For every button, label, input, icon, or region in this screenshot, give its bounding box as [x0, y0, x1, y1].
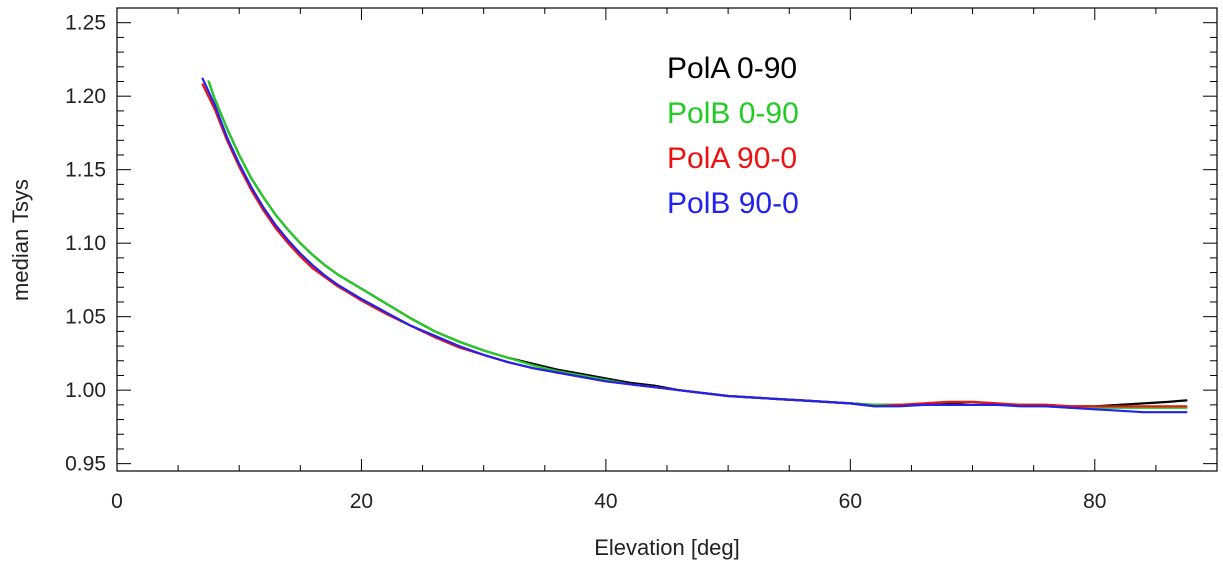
- y-tick-label: 1.10: [65, 232, 106, 255]
- series-line-1: [207, 80, 1188, 408]
- y-tick-label: 1.20: [65, 85, 106, 108]
- legend-entry-4: PolB 90-0: [667, 187, 799, 220]
- y-tick-label: 1.25: [65, 12, 106, 35]
- x-tick-label: 20: [350, 490, 373, 513]
- y-tick-label: 1.00: [65, 379, 106, 402]
- legend-entry-1: PolA 0-90: [667, 52, 797, 85]
- series-line-4: [201, 77, 1188, 414]
- y-tick-label: 1.05: [65, 306, 106, 329]
- x-tick-label: 80: [1083, 490, 1106, 513]
- series-line-3: [201, 83, 1188, 408]
- legend: PolA 0-90 PolB 0-90 PolA 90-0 PolB 90-0: [667, 52, 799, 220]
- legend-entry-2: PolB 0-90: [667, 97, 799, 130]
- x-axis-title: Elevation [deg]: [594, 535, 740, 560]
- x-axis: 0 20 40 60 80: [111, 8, 1218, 513]
- y-tick-label: 1.15: [65, 159, 106, 182]
- series-lines: [201, 77, 1188, 414]
- y-axis-title: median Tsys: [8, 179, 33, 301]
- legend-entry-3: PolA 90-0: [667, 142, 797, 175]
- y-axis: 0.95 1.00 1.05 1.10 1.15 1.20 1.25: [65, 12, 1217, 476]
- series-line-2: [207, 80, 1188, 409]
- x-tick-label: 40: [594, 490, 617, 513]
- y-tick-label: 0.95: [65, 453, 106, 476]
- x-tick-label: 0: [111, 490, 123, 513]
- x-tick-label: 60: [839, 490, 862, 513]
